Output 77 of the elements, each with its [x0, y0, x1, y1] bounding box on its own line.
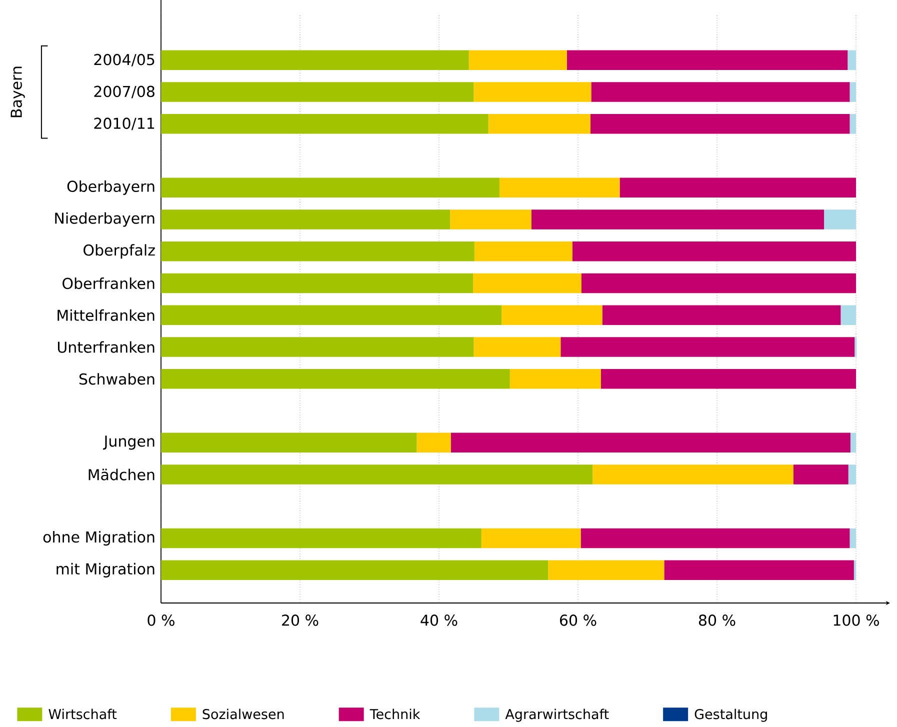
y-tick-label: Schwaben	[79, 373, 154, 385]
y-tick-label: mit Migration	[56, 562, 154, 578]
bar	[161, 114, 488, 134]
bar	[602, 305, 841, 326]
bar	[560, 337, 855, 357]
bar	[566, 50, 848, 70]
bar	[664, 560, 854, 580]
y-tick-label: ohne Migration	[43, 531, 154, 546]
bar	[620, 178, 856, 198]
bar	[488, 114, 591, 134]
y-tick-label: Jungen	[103, 436, 154, 450]
bar	[591, 82, 850, 102]
x-tick-label: 0 %	[148, 614, 174, 626]
bar	[161, 210, 450, 230]
bar	[510, 369, 601, 389]
bar	[161, 337, 474, 357]
bar	[531, 210, 824, 230]
bar	[161, 528, 482, 548]
bar	[161, 178, 500, 198]
bar	[161, 464, 593, 484]
bar	[793, 464, 848, 484]
bar	[481, 528, 581, 548]
legend-label: Wirtschaft	[48, 708, 117, 720]
bar	[850, 432, 856, 453]
bar	[548, 560, 664, 580]
text: Bayern	[10, 66, 25, 118]
bar	[848, 464, 856, 484]
bar	[161, 369, 510, 389]
y-tick-label: 2010/11	[94, 118, 154, 130]
bar	[474, 242, 572, 262]
bar	[592, 464, 794, 484]
bar	[502, 305, 602, 326]
bar	[600, 369, 856, 389]
bar	[474, 337, 561, 357]
bar	[581, 273, 856, 294]
bar	[161, 560, 548, 580]
bar	[161, 432, 417, 453]
x-tick-label: 40 %	[420, 614, 458, 626]
bar	[572, 242, 856, 262]
bar	[468, 50, 567, 70]
bar	[850, 82, 856, 102]
y-tick-label: 2004/05	[94, 54, 154, 66]
bar	[580, 528, 850, 548]
bar	[161, 305, 502, 326]
bar	[590, 114, 850, 134]
bar	[416, 432, 451, 453]
x-tick-label: 60 %	[560, 614, 596, 626]
bar	[848, 50, 856, 70]
bar	[824, 210, 856, 230]
y-tick-label: Oberfranken	[62, 277, 154, 290]
bar	[850, 528, 856, 548]
bar	[450, 432, 850, 453]
bar	[450, 210, 532, 230]
y-tick-label: 2007/08	[94, 86, 154, 98]
bar	[840, 305, 856, 326]
bar	[854, 560, 856, 580]
y-tick-label: Mädchen	[88, 468, 154, 480]
bar	[161, 82, 474, 102]
y-tick-label: Niederbayern	[55, 212, 154, 227]
bar	[161, 50, 469, 70]
bar	[473, 273, 582, 294]
legend-label: Technik	[370, 708, 420, 720]
legend-label: Sozialwesen	[202, 708, 284, 720]
x-tick-label: 80 %	[698, 614, 736, 626]
bar	[474, 82, 592, 102]
y-tick-label: Oberpfalz	[84, 244, 155, 259]
bar	[161, 273, 474, 294]
y-tick-label: Unterfranken	[58, 341, 154, 353]
bar	[499, 178, 620, 198]
bar	[161, 242, 474, 262]
x-tick-label: 100 %	[834, 614, 879, 626]
legend-label: Agrarwirtschaft	[505, 708, 609, 722]
x-tick-label: 20 %	[282, 614, 318, 626]
y-tick-label: Oberbayern	[67, 180, 154, 195]
bar	[850, 114, 856, 134]
y-tick-label: Mittelfranken	[58, 309, 154, 321]
legend-label: Gestaltung	[694, 708, 767, 722]
